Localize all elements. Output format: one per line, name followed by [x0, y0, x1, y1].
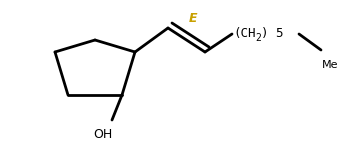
Text: (CH: (CH — [233, 27, 255, 41]
Text: OH: OH — [94, 128, 113, 141]
Text: Me: Me — [322, 60, 339, 70]
Text: 2: 2 — [255, 33, 261, 43]
Text: E: E — [189, 11, 197, 24]
Text: ) 5: ) 5 — [261, 27, 283, 41]
